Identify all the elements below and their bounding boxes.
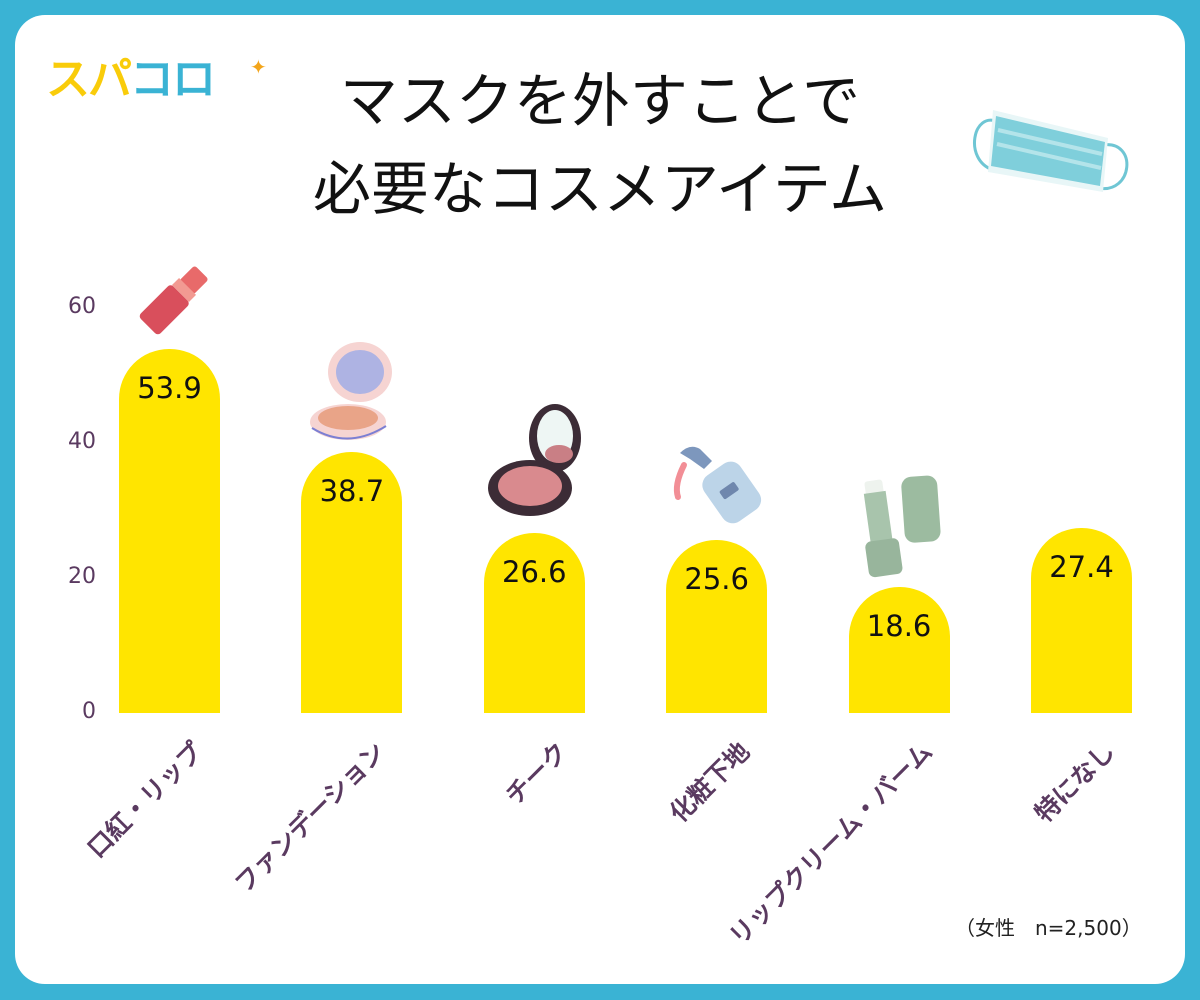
logo-text-yellow: スパ — [46, 54, 132, 105]
sparkle-icon: ✦ — [250, 55, 267, 79]
bar — [119, 349, 220, 713]
bar — [301, 451, 403, 713]
lipstick-icon — [139, 266, 208, 335]
bar-value-label: 18.6 — [866, 609, 932, 644]
bar-value-label: 27.4 — [1049, 550, 1114, 585]
y-axis-tick: 40 — [68, 429, 96, 454]
y-axis-tick: 0 — [82, 699, 96, 724]
bar-value-label: 26.6 — [502, 555, 567, 590]
pump-bottle-icon — [673, 446, 762, 524]
compact-powder-icon — [310, 342, 392, 440]
chart-title-line2: 必要なコスメアイテム — [312, 155, 888, 223]
bar — [483, 533, 585, 713]
bar — [666, 540, 768, 713]
bar-value-label: 38.7 — [319, 473, 385, 508]
logo-text-blue: コロ — [130, 54, 216, 105]
y-axis-tick: 20 — [68, 564, 96, 589]
bar — [848, 587, 950, 713]
bar — [1031, 528, 1132, 713]
lip-balm-icon — [863, 475, 941, 578]
brand-logo: スパコロ — [46, 58, 216, 102]
y-axis-tick: 60 — [68, 294, 96, 319]
bar-value-label: 25.6 — [684, 562, 749, 597]
bar-value-label: 53.9 — [137, 371, 202, 406]
chart-title-line1: マスクを外すことで — [339, 67, 861, 135]
face-mask-icon — [973, 110, 1129, 192]
sample-size-note: （女性 n=2,500） — [955, 916, 1142, 940]
blush-compact-icon — [488, 404, 581, 516]
